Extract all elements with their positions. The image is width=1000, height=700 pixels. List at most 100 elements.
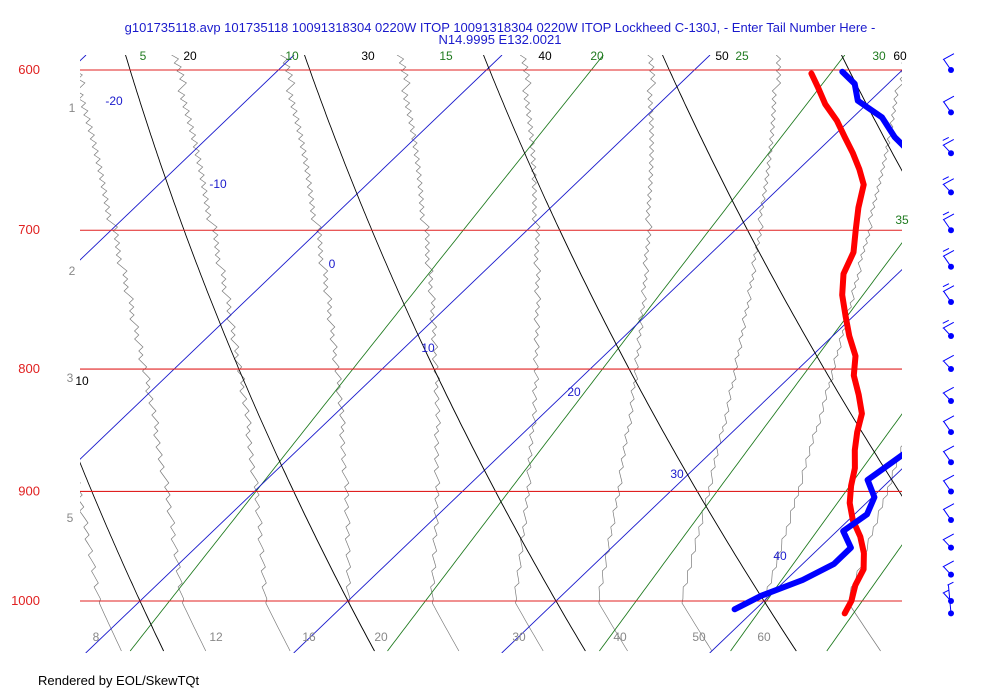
theta-e-label: 60 — [757, 630, 771, 644]
dry-adiabat-line — [125, 55, 375, 652]
isotherm-label: -20 — [105, 94, 123, 108]
theta-e-label: 16 — [302, 630, 316, 644]
wind-barb-flag — [942, 53, 955, 61]
wind-barb — [942, 503, 955, 523]
mixing-ratio-label: 15 — [439, 49, 453, 63]
theta-e-label: 40 — [613, 630, 627, 644]
isotherms — [80, 55, 1000, 653]
moist-adiabat-line — [396, 55, 460, 652]
wind-barb-flag — [942, 415, 955, 423]
isobars — [80, 69, 902, 602]
theta-e-label: 50 — [692, 630, 706, 644]
wind-barb-half-flag — [942, 248, 950, 252]
wind-barb-flag — [942, 213, 955, 221]
wind-barb-flag — [942, 533, 954, 541]
wind-barb-staff — [943, 291, 952, 303]
height-label: 3 — [67, 371, 74, 385]
mixing-ratio-label: 10 — [285, 49, 299, 63]
wind-barb — [942, 283, 955, 305]
wind-barb — [942, 560, 954, 578]
wind-barb-staff — [943, 184, 952, 193]
wind-barb-staff — [943, 256, 952, 267]
wind-barb-staff — [943, 566, 952, 576]
wind-barb-staff — [943, 480, 952, 492]
wind-barb — [942, 354, 954, 373]
wind-barb — [942, 53, 955, 73]
moist-adiabat-line — [932, 55, 1000, 651]
pressure-tick-label: 800 — [18, 361, 40, 376]
moist-adiabat-line — [280, 55, 375, 652]
wind-barb — [942, 533, 954, 551]
chart-title-line2: N14.9995 E132.0021 — [438, 32, 562, 47]
wind-barb-staff — [943, 219, 952, 231]
wind-barb-staff — [943, 539, 952, 549]
isotherm-line — [501, 268, 902, 653]
wind-barb-staff — [943, 421, 952, 433]
wind-barb-flag — [942, 321, 954, 329]
isotherm-label: -10 — [209, 177, 227, 191]
moist-adiabats — [0, 55, 1000, 652]
wind-barb-flag — [942, 354, 954, 362]
wind-barb-staff — [943, 327, 952, 337]
mixing-ratio-line — [599, 242, 902, 652]
moist-adiabat-line — [0, 55, 37, 651]
mixing-ratio-label: 5 — [140, 49, 147, 63]
wind-barb — [942, 386, 954, 405]
wind-barb — [942, 176, 954, 196]
isotherm-line — [293, 69, 902, 653]
height-label: 2 — [69, 264, 76, 278]
theta-e-label: 20 — [374, 630, 388, 644]
moist-adiabat-line — [514, 55, 544, 652]
mixing-ratio-label: 20 — [590, 49, 604, 63]
wind-barb-flag — [942, 503, 955, 511]
temperature-line — [808, 70, 867, 617]
wind-barb — [947, 581, 954, 617]
wind-barb — [942, 248, 955, 270]
moist-adiabat-line — [848, 445, 902, 652]
moist-adiabat-line — [171, 55, 291, 652]
moist-adiabat-line — [681, 55, 782, 652]
wind-barb-staff — [943, 451, 952, 463]
wind-barb — [942, 136, 954, 157]
theta-e-label: 8 — [93, 630, 100, 644]
mixing-ratio-label: 25 — [735, 49, 749, 63]
isotherm-label: 30 — [670, 467, 684, 481]
isotherm-line — [85, 55, 711, 653]
pressure-tick-label: 600 — [18, 62, 40, 77]
theta-e-label: 12 — [209, 630, 223, 644]
wind-barb — [942, 211, 955, 234]
dry-adiabat-line — [80, 461, 165, 652]
wind-barb-half-flag — [947, 581, 954, 586]
isotherm-line — [918, 55, 1000, 653]
wind-barb-half-flag — [942, 136, 949, 141]
isotherm-label: 0 — [329, 257, 336, 271]
wind-barb — [942, 474, 955, 495]
mixing-ratio-lines — [129, 55, 902, 652]
isotherm-label: 20 — [567, 385, 581, 399]
isotherm-label: 40 — [773, 549, 787, 563]
chart-title-line1: g101735118.avp 101735118 10091318304 022… — [124, 20, 876, 35]
dry-adiabat-label: 60 — [893, 49, 907, 63]
wind-barb-flag — [942, 386, 954, 394]
dry-adiabats — [80, 55, 902, 652]
sounding-series — [731, 68, 902, 617]
wind-barb-half-flag — [942, 319, 949, 324]
dry-adiabat-label: 30 — [361, 49, 375, 63]
wind-barb-flag — [942, 474, 955, 482]
mixing-ratio-label: 30 — [872, 49, 886, 63]
wind-barb-staff — [943, 509, 952, 521]
wind-barb — [942, 445, 955, 466]
wind-barb-staff — [943, 59, 952, 71]
pressure-tick-label: 700 — [18, 222, 40, 237]
wind-barb-flag — [942, 285, 955, 293]
mixing-ratio-line — [129, 55, 604, 652]
wind-barb-flag — [942, 560, 954, 568]
wind-barb-half-flag — [942, 283, 950, 288]
wind-barb-staff — [943, 360, 952, 370]
wind-barb — [942, 589, 954, 604]
wind-barb-flag — [942, 95, 955, 103]
wind-barb-flag — [942, 139, 954, 146]
isotherm-label: 10 — [421, 341, 435, 355]
wind-barbs — [942, 53, 955, 617]
height-label: 1 — [69, 101, 76, 115]
